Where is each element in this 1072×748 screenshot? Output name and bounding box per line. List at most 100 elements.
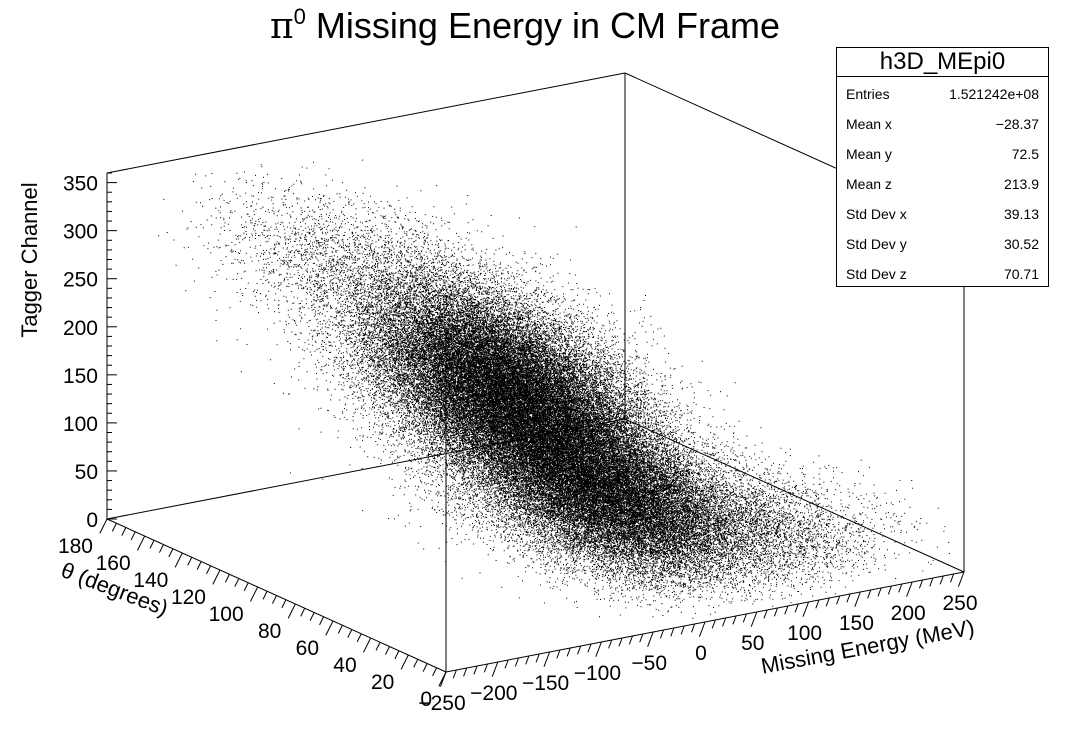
stats-title: h3D_MEpi0 [837, 48, 1048, 77]
y-tick [121, 527, 127, 536]
x-tick [566, 647, 571, 657]
x-tick [867, 589, 872, 599]
x-tick [763, 609, 768, 619]
y-tick-label: 80 [258, 620, 281, 643]
x-tick [680, 625, 685, 635]
y-tick-label: 20 [371, 671, 394, 694]
stats-row-value: 39.13 [1003, 206, 1039, 222]
x-tick [698, 621, 706, 637]
stats-row: Std Dev y 30.52 [837, 228, 1048, 258]
x-tick [670, 627, 675, 637]
x-tick [639, 633, 644, 643]
y-tick-label: 120 [171, 586, 206, 609]
x-tick [722, 617, 727, 627]
x-tick [711, 619, 716, 629]
stats-row-value: 70.71 [1003, 266, 1039, 282]
x-tick [939, 575, 944, 585]
y-tick-label: 140 [133, 569, 168, 592]
x-tick [918, 579, 924, 589]
x-tick [802, 601, 810, 617]
x-tick [452, 669, 457, 679]
y-tick [413, 659, 419, 668]
y-tick [300, 608, 306, 617]
chart-title-symbol: π [270, 6, 294, 47]
y-tick [234, 578, 240, 587]
z-tick-label: 300 [63, 221, 98, 244]
y-tick [196, 561, 202, 570]
x-tick [647, 631, 654, 647]
stats-row: Mean z 213.9 [837, 168, 1048, 198]
stats-row-label: Std Dev x [846, 206, 907, 222]
y-tick [400, 654, 409, 670]
y-tick [394, 650, 400, 660]
x-tick [691, 623, 696, 633]
stats-row: Mean y 72.5 [837, 138, 1048, 168]
z-tick-label: 0 [86, 509, 98, 532]
x-tick [732, 615, 737, 625]
y-tick [281, 599, 287, 609]
stats-row: Mean x −28.37 [837, 108, 1048, 138]
stats-row-value: 1.521242e+08 [949, 86, 1039, 102]
frame-edge [106, 418, 626, 520]
y-tick-label: 100 [209, 603, 244, 626]
stats-row-label: Mean z [846, 176, 892, 192]
x-tick [439, 671, 447, 687]
z-axis-label: Tagger Channel [17, 182, 42, 337]
x-tick [463, 667, 468, 677]
y-tick [174, 552, 183, 568]
x-tick [854, 591, 861, 607]
x-tick-label: −100 [574, 662, 621, 685]
x-tick [742, 613, 747, 623]
x-tick [628, 635, 633, 645]
x-tick [618, 637, 623, 647]
x-tick [483, 663, 488, 673]
y-tick [356, 633, 362, 643]
x-tick [473, 665, 478, 675]
stats-row-label: Std Dev y [846, 236, 907, 252]
stats-row: Entries 1.521242e+08 [837, 78, 1048, 108]
y-tick [111, 523, 117, 532]
stats-row-label: Entries [846, 86, 890, 102]
x-tick-label: −250 [418, 692, 465, 715]
stats-row-value: 30.52 [1003, 236, 1039, 252]
x-tick-label: −200 [470, 682, 517, 705]
x-tick [504, 659, 509, 669]
y-tick [187, 557, 193, 566]
x-tick-label: 100 [787, 622, 822, 645]
y-tick [363, 637, 372, 653]
x-tick [595, 641, 602, 657]
x-tick [577, 645, 582, 655]
x-tick [491, 661, 499, 677]
chart-title-text: Missing Energy in CM Frame [306, 5, 780, 46]
y-tick [385, 646, 390, 655]
x-tick [543, 651, 551, 667]
y-tick [319, 616, 325, 626]
y-tick [432, 667, 438, 677]
y-tick [287, 603, 296, 619]
x-tick [929, 577, 934, 587]
frame-edge [106, 72, 626, 174]
x-tick-label: 50 [741, 632, 764, 655]
x-tick [950, 573, 955, 583]
z-tick-label: 200 [63, 317, 98, 340]
y-tick [250, 586, 259, 602]
x-tick [608, 639, 613, 649]
chart-title-superscript: 0 [294, 4, 306, 29]
x-tick [659, 629, 665, 639]
x-tick-label: 150 [839, 612, 874, 635]
frame-edge [624, 418, 965, 573]
y-tick [168, 548, 174, 558]
x-tick-label: 0 [695, 642, 707, 665]
y-tick [130, 531, 136, 541]
stats-box: h3D_MEpi0 Entries 1.521242e+08 Mean x −28.3… [836, 47, 1049, 287]
z-tick-label: 50 [75, 461, 98, 484]
x-tick [514, 657, 519, 667]
scatter-points [158, 159, 950, 619]
stats-row-label: Std Dev z [846, 266, 907, 282]
z-tick-label: 100 [63, 413, 98, 436]
y-tick [309, 612, 315, 621]
axis-ticks: 0501001502002503003500204060801001201401… [58, 172, 978, 715]
y-tick-label: 180 [58, 535, 93, 558]
x-tick [898, 583, 903, 593]
x-tick [750, 611, 758, 627]
